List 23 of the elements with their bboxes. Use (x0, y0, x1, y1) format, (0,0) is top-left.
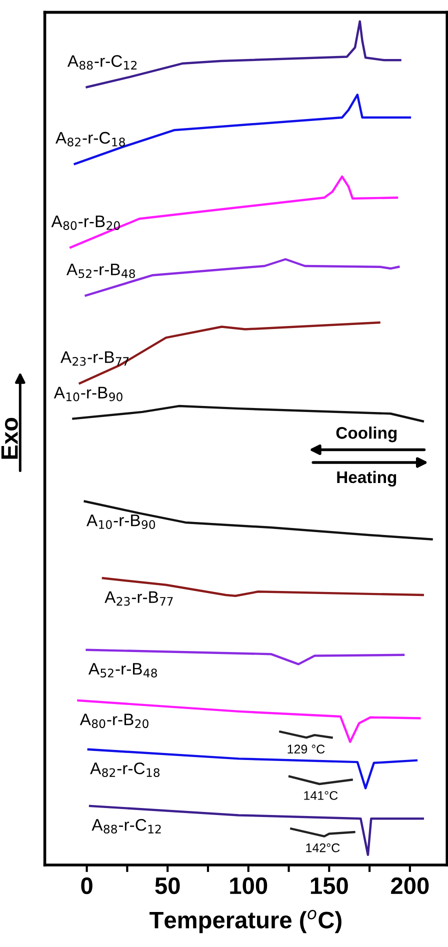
y-axis-title: Exo (1, 418, 18, 459)
series-label: A$_{52}$-r-B$_{48}$ (66, 264, 135, 278)
series-label: A$_{52}$-r-B$_{48}$ (88, 663, 157, 678)
series-label: A$_{80}$-r-B$_{20}$ (51, 216, 120, 230)
series-label: A$_{10}$-r-B$_{90}$ (86, 514, 156, 529)
series-label: A$_{82}$-r-C$_{18}$ (55, 132, 125, 146)
series-label: A$_{82}$-r-C$_{18}$ (90, 762, 160, 778)
x-tick-label: 150 (310, 877, 348, 894)
x-tick-label: 50 (155, 877, 180, 894)
annotation: Heating (337, 470, 396, 487)
series-label: A$_{23}$-r-B$_{77}$ (104, 591, 173, 606)
series-label: 129 °C (288, 744, 325, 754)
series-label: 141°C (304, 791, 338, 800)
series-label: A$_{88}$-r-C$_{12}$ (67, 55, 137, 70)
x-tick-label: 100 (230, 877, 268, 894)
series-label: A$_{88}$-r-C$_{12}$ (92, 819, 161, 834)
series-label: A$_{80}$-r-B$_{20}$ (80, 714, 148, 728)
series-label: A$_{10}$-r-B$_{90}$ (54, 386, 122, 402)
x-axis-title: Temperature ($^{o}$C) (150, 910, 342, 934)
series-label: 142°C (306, 843, 340, 852)
annotation: Cooling (336, 426, 397, 442)
x-tick-label: 0 (81, 877, 92, 894)
x-tick-label: 200 (391, 877, 429, 894)
